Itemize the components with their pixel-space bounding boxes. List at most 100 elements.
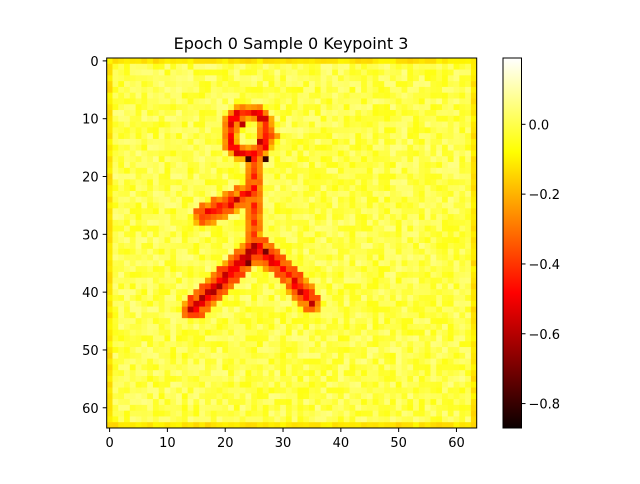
heatmap-cell [291,104,298,111]
heatmap-cell [164,98,171,105]
heatmap-cell [158,196,165,203]
heatmap-cell [314,144,321,151]
heatmap-cell [366,63,373,70]
heatmap-cell [355,69,362,76]
heatmap-cell [459,162,466,169]
heatmap-cell [118,156,125,163]
heatmap-cell [436,277,443,284]
heatmap-cell [222,335,229,342]
heatmap-cell [199,167,206,174]
heatmap-cell [280,237,287,244]
heatmap-cell [384,387,391,394]
heatmap-cell [245,370,252,377]
heatmap-cell [216,196,223,203]
heatmap-cell [187,133,194,140]
heatmap-cell [372,121,379,128]
heatmap-cell [465,173,472,180]
heatmap-cell [268,202,275,209]
heatmap-cell [176,404,183,412]
heatmap-cell [303,381,310,388]
heatmap-cell [228,347,235,354]
heatmap-cell [470,254,478,261]
heatmap-cell [407,69,414,76]
heatmap-cell [343,364,350,371]
heatmap-cell [401,295,408,302]
heatmap-cell [112,179,119,186]
heatmap-cell [355,219,362,227]
heatmap-cell [176,318,183,325]
heatmap-cell [135,370,142,377]
heatmap-cell [424,190,431,198]
heatmap-cell [239,254,246,261]
heatmap-cell [233,306,241,313]
heatmap-cell [262,347,269,354]
heatmap-cell [135,162,142,169]
heatmap-cell [106,208,113,215]
heatmap-cell [349,86,356,94]
heatmap-cell [147,375,154,383]
heatmap-cell [332,69,339,76]
heatmap-cell [401,347,408,354]
heatmap-cell [309,202,316,209]
heatmap-cell [257,115,264,122]
heatmap-cell [124,393,131,400]
heatmap-cell [372,173,379,180]
heatmap-cell [112,393,119,400]
heatmap-cell [228,237,235,244]
heatmap-cell [430,214,437,221]
heatmap-cell [447,231,454,238]
heatmap-cell [314,347,321,354]
heatmap-cell [257,202,264,209]
heatmap-cell [309,104,316,111]
heatmap-cell [210,225,217,232]
heatmap-cell [251,156,258,163]
heatmap-cell [222,243,229,250]
heatmap-cell [210,318,217,325]
heatmap-cell [407,75,414,82]
heatmap-cell [147,399,154,406]
heatmap-cell [309,75,316,82]
heatmap-cell [199,358,206,365]
heatmap-cell [245,335,252,342]
heatmap-cell [112,150,119,157]
heatmap-cell [442,104,449,111]
heatmap-cell [129,173,136,180]
heatmap-cell [465,260,472,267]
heatmap-cell [447,370,454,377]
heatmap-cell [453,370,460,377]
heatmap-cell [384,58,391,65]
heatmap-cell [257,404,264,412]
heatmap-cell [124,277,131,284]
heatmap-cell [291,86,298,94]
heatmap-cell [164,133,171,140]
heatmap-cell [176,283,183,290]
heatmap-cell [384,127,391,134]
heatmap-cell [158,381,165,388]
heatmap-cell [112,306,119,313]
heatmap-cell [199,289,206,296]
heatmap-cell [135,202,142,209]
heatmap-cell [459,63,466,70]
heatmap-cell [343,283,350,290]
heatmap-cell [309,156,316,163]
heatmap-cell [465,312,472,319]
heatmap-cell [129,81,136,88]
heatmap-cell [268,375,275,383]
heatmap-cell [303,133,310,140]
heatmap-cell [453,231,460,238]
heatmap-cell [303,81,310,88]
heatmap-cell [164,219,171,227]
heatmap-cell [389,254,397,261]
heatmap-cell [337,393,345,400]
heatmap-cell [436,121,443,128]
heatmap-cell [442,214,449,221]
heatmap-cell [251,283,258,290]
heatmap-cell [395,156,402,163]
heatmap-cell [280,289,287,296]
heatmap-cell [372,300,379,307]
heatmap-cell [407,63,414,70]
heatmap-cell [210,271,217,279]
heatmap-cell [274,312,281,319]
heatmap-cell [343,92,350,99]
heatmap-cell [112,185,119,192]
